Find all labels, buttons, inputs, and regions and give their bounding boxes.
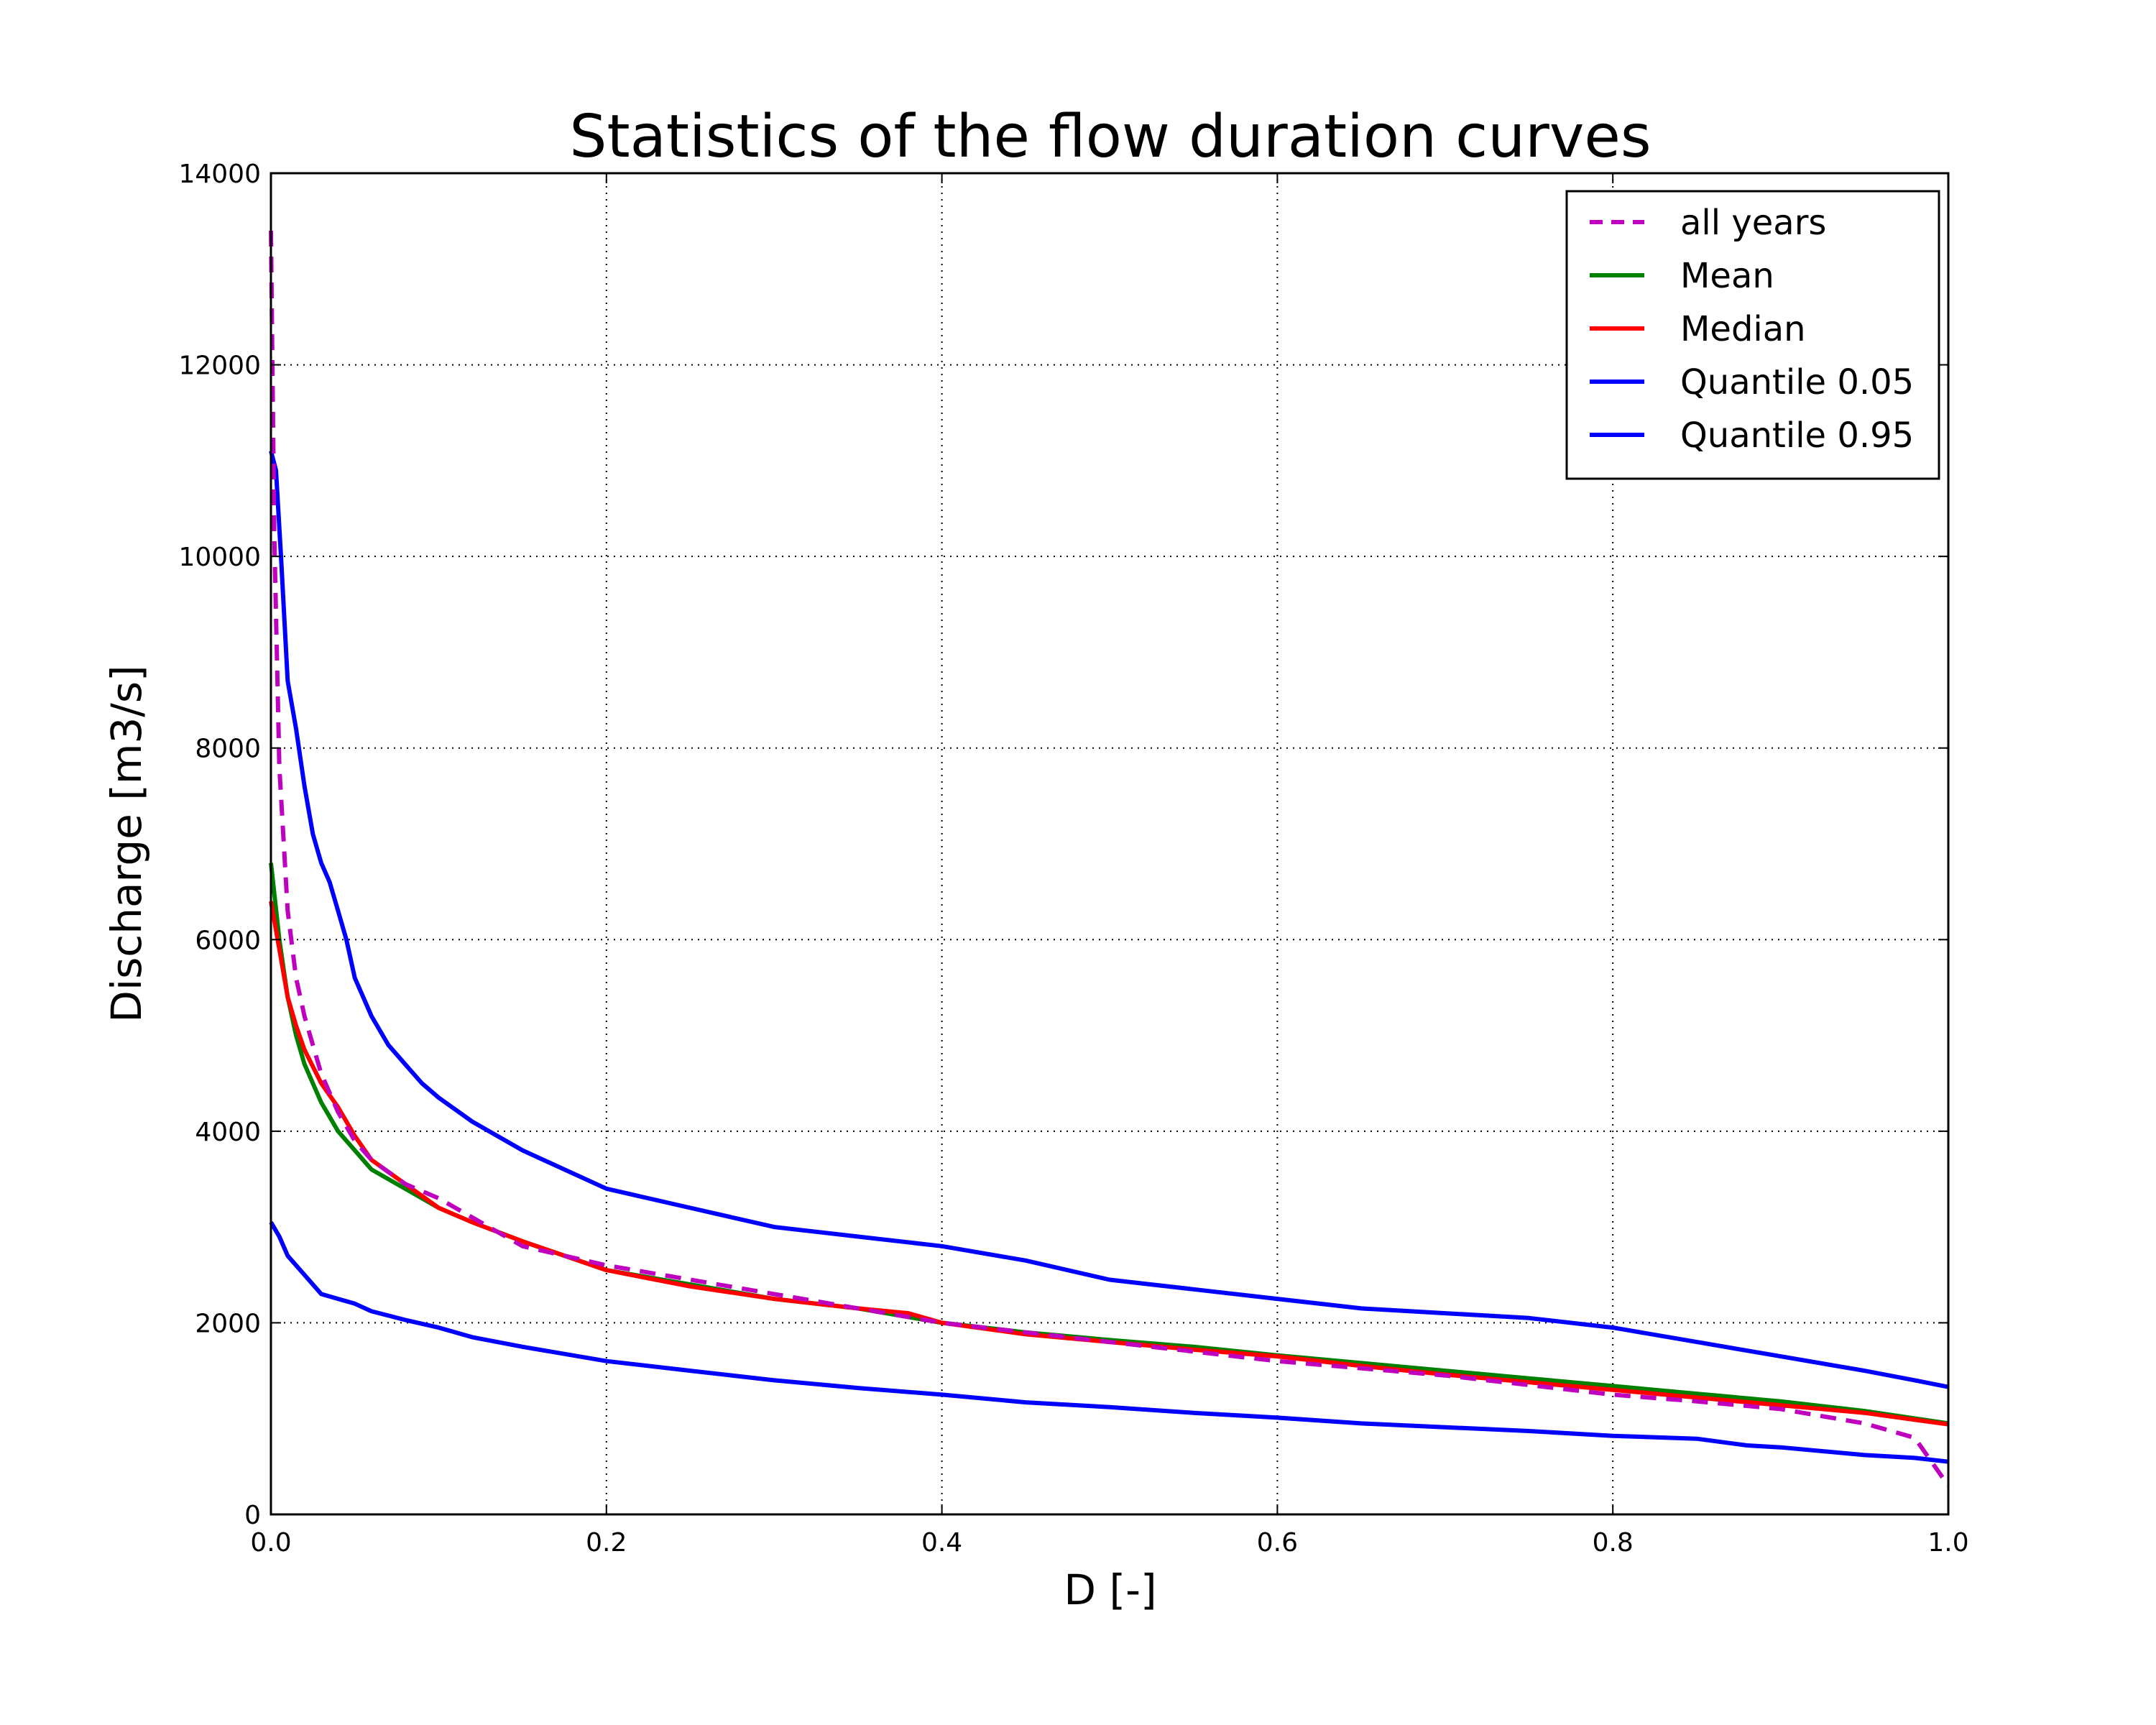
x-tick-label: 0.8 <box>1593 1528 1634 1558</box>
plot-frame <box>270 172 1950 1516</box>
y-tick-label: 10000 <box>178 543 261 572</box>
legend-label: all years <box>1680 203 1826 243</box>
y-tick-label: 0 <box>244 1501 261 1530</box>
x-tick-label: 0.6 <box>1257 1528 1298 1558</box>
chart-title: Statistics of the flow duration curves <box>569 103 1651 171</box>
y-tick-label: 14000 <box>178 160 261 189</box>
x-tick-label: 0.4 <box>921 1528 962 1558</box>
y-tick-label: 4000 <box>195 1118 261 1147</box>
legend-label: Quantile 0.95 <box>1680 415 1914 456</box>
x-tick-label: 0.0 <box>250 1528 291 1558</box>
series-line-quantile-0-95 <box>269 450 1949 1389</box>
y-tick-label: 8000 <box>195 735 261 764</box>
y-tick-label: 6000 <box>195 926 261 955</box>
x-tick-label: 0.2 <box>586 1528 627 1558</box>
x-axis-label: D [-] <box>1064 1565 1156 1614</box>
legend-box <box>1565 190 1940 480</box>
series-line-median <box>269 901 1949 1427</box>
legend: all years Mean Median Quantile 0.05 Quantile… <box>1565 190 1940 480</box>
legend-label: Quantile 0.05 <box>1680 362 1914 402</box>
series-line-all-years <box>269 230 1950 1487</box>
series-lines <box>269 230 1950 1487</box>
legend-label: Median <box>1680 309 1806 349</box>
axis-ticks: 0.0 0.2 0.4 0.6 0.8 1.0 0 2000 4000 6000 8000 10000… <box>178 160 1968 1558</box>
y-axis-label: Discharge [m3/s] <box>102 665 151 1022</box>
x-tick-label: 1.0 <box>1927 1528 1968 1558</box>
series-line-quantile-0-05 <box>269 1220 1949 1464</box>
legend-label: Mean <box>1680 256 1774 296</box>
y-tick-label: 12000 <box>178 351 261 381</box>
y-tick-label: 2000 <box>195 1309 261 1338</box>
